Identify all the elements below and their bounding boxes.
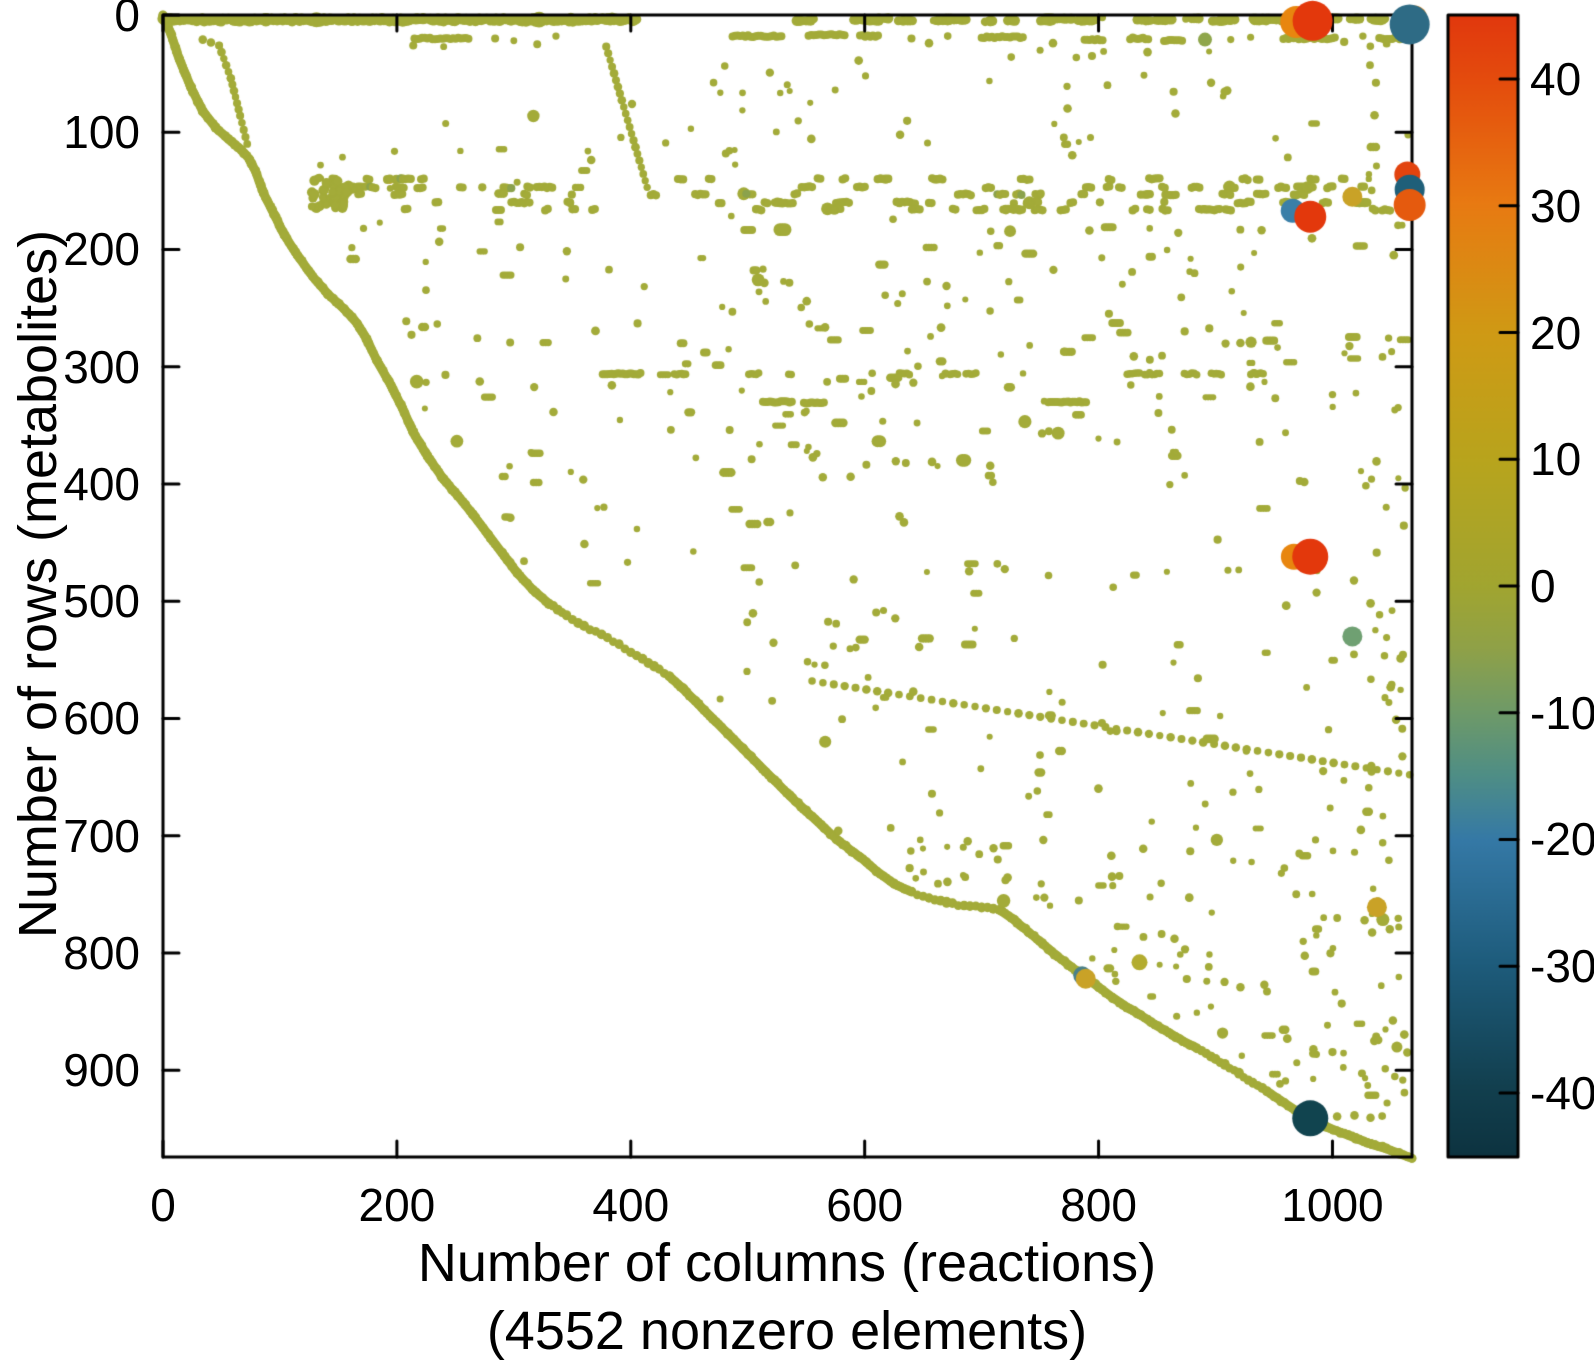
spy-plot-figure: Number of rows (metabolites) Number of c…	[0, 0, 1594, 1365]
spy-plot-canvas	[0, 0, 1594, 1365]
